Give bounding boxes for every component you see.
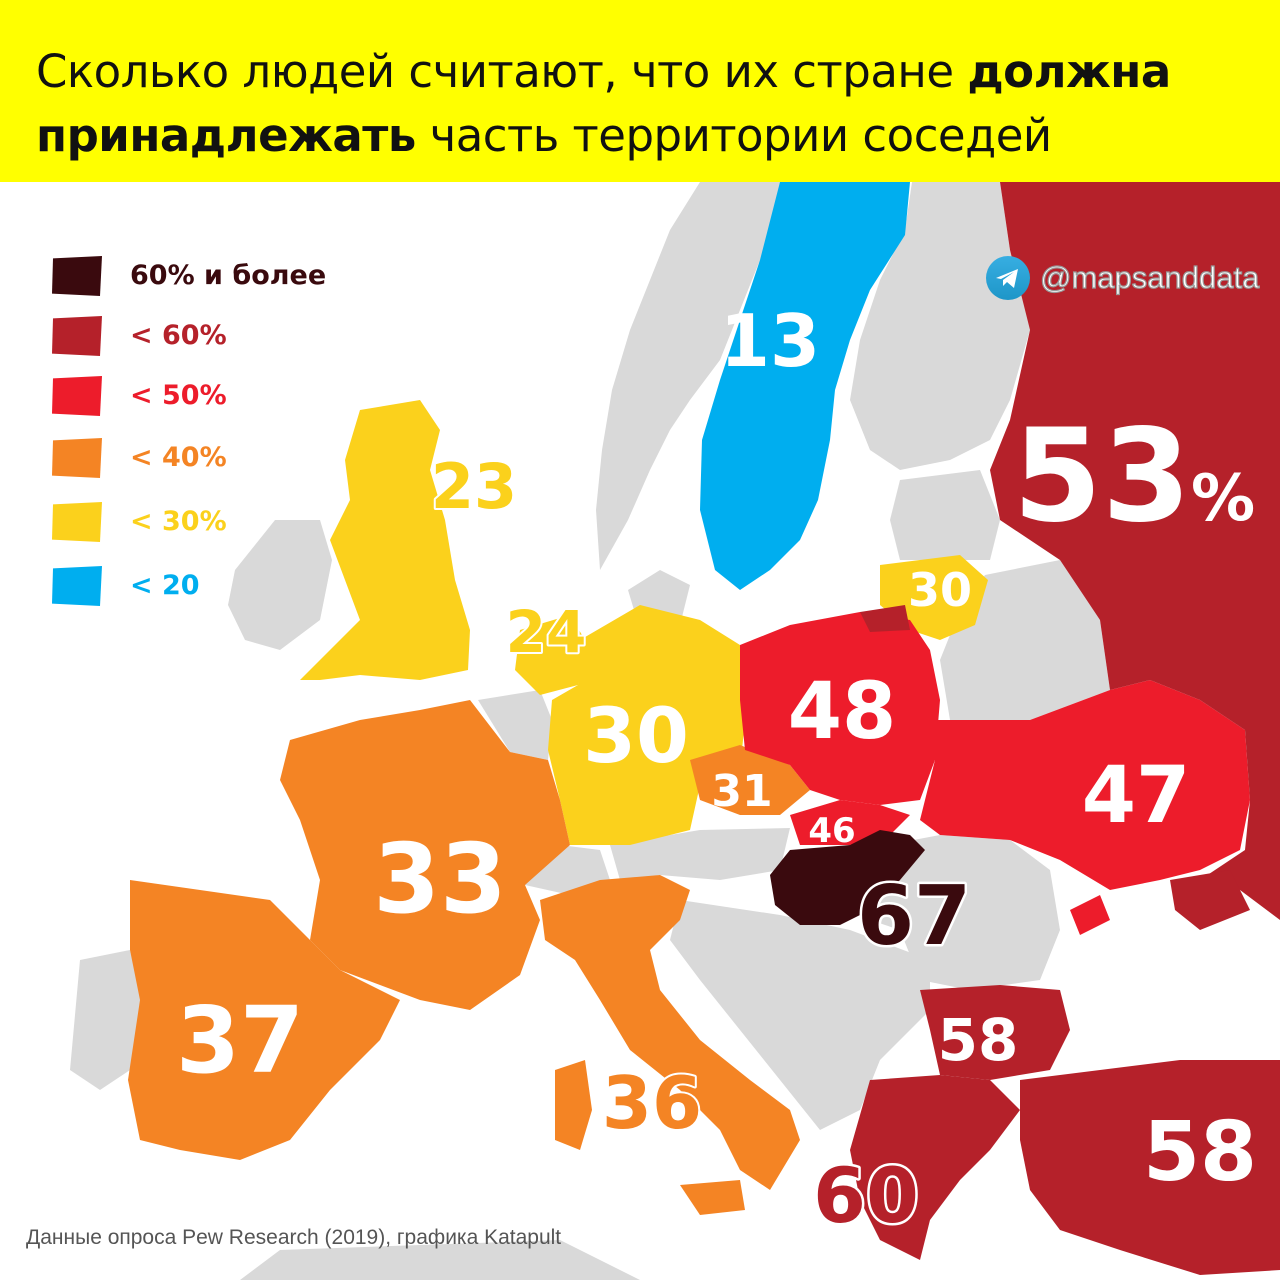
legend-item-under-40: < 40% — [52, 438, 372, 482]
value-united-kingdom: 23 — [431, 450, 517, 523]
legend-label: < 40% — [130, 442, 227, 473]
value-greece: 60 — [813, 1151, 919, 1240]
value-czechia: 31 — [711, 766, 772, 817]
value-turkey: 58 — [1143, 1105, 1257, 1200]
legend-swatch — [52, 316, 102, 356]
country-poland — [740, 612, 940, 805]
country-crimea-red — [1070, 895, 1110, 935]
country-belgium — [478, 690, 552, 760]
legend-swatch — [52, 438, 102, 478]
country-norway — [596, 182, 830, 570]
value-slovakia: 46 — [808, 811, 855, 851]
country-france — [280, 700, 570, 1010]
legend-item-under-60: < 60% — [52, 316, 372, 360]
legend-swatch — [52, 502, 102, 542]
country-romania — [860, 835, 1060, 990]
europe-map: 13 23 24 30 30 31 33 36 37 46 47 48 53% … — [70, 182, 1280, 1280]
value-ukraine: 47 — [1082, 751, 1191, 841]
country-germany — [548, 605, 745, 845]
country-balkans — [670, 900, 930, 1130]
title-part-2: часть территории соседей — [415, 109, 1053, 162]
legend-item-under-50: < 50% — [52, 376, 372, 420]
handle-text: @mapsanddata — [1039, 259, 1260, 295]
legend-item-under-30: < 30% — [52, 502, 372, 546]
country-netherlands — [515, 615, 585, 695]
value-germany: 30 — [583, 691, 689, 780]
value-russia-suffix: % — [1191, 462, 1255, 536]
legend-swatch — [52, 376, 102, 416]
value-bulgaria: 58 — [938, 1006, 1019, 1074]
country-hungary — [770, 830, 925, 925]
value-poland: 48 — [788, 667, 897, 757]
title-bold-2: принадлежать — [36, 109, 416, 162]
country-russia — [990, 182, 1280, 920]
value-italy: 36 — [602, 1061, 702, 1145]
legend-swatch — [52, 256, 102, 296]
country-sardinia — [555, 1060, 592, 1150]
country-turkey — [1020, 1060, 1280, 1275]
country-united-kingdom — [300, 400, 470, 680]
value-russia: 53% — [1013, 402, 1255, 551]
title-banner: Сколько людей считают, что их стране дол… — [0, 0, 1280, 182]
country-finland — [850, 182, 1030, 470]
map-title: Сколько людей считают, что их стране дол… — [36, 40, 1266, 168]
country-bulgaria — [920, 985, 1070, 1080]
legend-label: < 50% — [130, 380, 227, 411]
country-baltics — [890, 470, 1000, 560]
country-austria — [610, 828, 790, 880]
legend-label: < 60% — [130, 320, 227, 351]
legend-label: < 30% — [130, 506, 227, 537]
value-france: 33 — [373, 823, 507, 935]
telegram-icon — [986, 256, 1030, 300]
value-hungary: 67 — [857, 869, 971, 964]
telegram-plane-icon — [996, 269, 1018, 288]
source-credit: Данные опроса Pew Research (2019), графи… — [26, 1226, 562, 1249]
country-sicily — [680, 1180, 745, 1215]
value-sweden: 13 — [720, 299, 820, 383]
country-north-africa — [240, 1240, 640, 1280]
legend-swatch — [52, 566, 102, 606]
title-bold-1: должна — [967, 45, 1171, 98]
country-czechia — [690, 745, 810, 815]
country-sweden — [700, 182, 910, 590]
legend-label: 60% и более — [130, 260, 327, 291]
country-belarus — [940, 560, 1110, 720]
value-russia-number: 53 — [1013, 402, 1191, 551]
country-crimea — [1170, 870, 1250, 930]
legend-item-under-20: < 20 — [52, 566, 372, 610]
value-spain: 37 — [176, 987, 304, 1094]
country-portugal — [70, 950, 142, 1090]
country-italy — [540, 875, 800, 1190]
country-greece — [850, 1075, 1020, 1260]
value-lithuania: 30 — [908, 563, 972, 617]
country-spain — [128, 880, 400, 1160]
country-ukraine — [920, 680, 1250, 890]
title-part-1: Сколько людей считают, что их стране — [36, 45, 968, 98]
value-netherlands: 24 — [506, 598, 587, 666]
legend-item-60-plus: 60% и более — [52, 256, 372, 300]
country-kaliningrad — [860, 605, 910, 632]
country-ireland — [228, 520, 332, 650]
legend-label: < 20 — [130, 570, 200, 601]
